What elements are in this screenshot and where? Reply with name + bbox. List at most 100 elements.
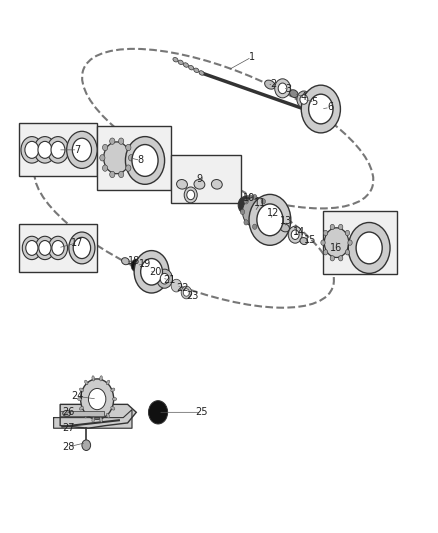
Text: 24: 24 [71,391,84,401]
Ellipse shape [92,417,95,422]
Circle shape [265,209,269,215]
Ellipse shape [194,68,199,72]
Circle shape [300,95,308,104]
Ellipse shape [85,380,88,385]
Circle shape [110,171,115,177]
Circle shape [297,91,311,108]
Text: 6: 6 [327,102,333,112]
Circle shape [330,224,335,230]
Circle shape [51,141,65,158]
Circle shape [69,232,95,264]
Circle shape [73,237,91,259]
Circle shape [181,286,191,299]
Circle shape [345,230,350,236]
FancyBboxPatch shape [323,211,397,274]
Circle shape [88,389,106,410]
Circle shape [38,141,52,158]
Circle shape [21,136,43,163]
Text: 21: 21 [163,274,175,285]
Circle shape [187,190,194,200]
Circle shape [348,240,352,245]
Ellipse shape [92,376,95,381]
Circle shape [238,197,252,214]
Text: 16: 16 [330,243,343,253]
Circle shape [48,236,67,260]
Circle shape [39,240,51,255]
Circle shape [119,171,124,177]
Circle shape [81,379,114,419]
Ellipse shape [106,380,110,385]
Text: 22: 22 [176,282,188,293]
Ellipse shape [78,398,82,401]
Circle shape [119,138,124,144]
Circle shape [291,230,299,239]
Circle shape [253,195,257,200]
Text: 10: 10 [244,192,256,203]
Circle shape [22,236,42,260]
Circle shape [67,131,97,168]
Text: 2: 2 [270,78,276,88]
Ellipse shape [106,413,110,418]
Circle shape [104,142,130,174]
Ellipse shape [265,80,275,89]
Circle shape [26,240,38,255]
Circle shape [126,165,131,171]
FancyBboxPatch shape [60,411,104,416]
Ellipse shape [290,90,298,98]
Text: 27: 27 [63,423,75,433]
Ellipse shape [173,58,178,62]
Circle shape [261,199,265,204]
Polygon shape [60,405,136,428]
Ellipse shape [122,257,129,265]
Circle shape [330,256,335,261]
Text: 12: 12 [267,208,279,219]
Circle shape [323,249,328,255]
FancyBboxPatch shape [19,123,97,176]
Circle shape [100,155,105,161]
Circle shape [131,259,141,272]
Text: 5: 5 [311,97,318,107]
Text: 23: 23 [187,290,199,301]
Circle shape [128,155,134,161]
Ellipse shape [100,376,102,381]
Circle shape [102,165,108,171]
Circle shape [126,144,131,151]
Circle shape [339,256,343,261]
Text: 1: 1 [249,52,255,62]
Circle shape [52,240,64,255]
FancyBboxPatch shape [97,126,171,190]
Circle shape [345,249,350,255]
Ellipse shape [111,388,115,392]
Ellipse shape [184,63,188,67]
Text: 11: 11 [254,198,266,208]
Text: 20: 20 [150,267,162,277]
Text: 14: 14 [293,227,306,237]
Text: 28: 28 [63,442,75,452]
Circle shape [47,136,69,163]
Circle shape [323,230,328,236]
Ellipse shape [280,224,290,232]
Text: 8: 8 [138,156,144,165]
FancyBboxPatch shape [19,224,97,272]
Circle shape [339,224,343,230]
Circle shape [35,236,54,260]
Ellipse shape [79,388,84,392]
Text: 19: 19 [139,259,151,269]
Circle shape [288,226,302,243]
Circle shape [102,144,108,151]
Text: 25: 25 [195,407,208,417]
Circle shape [301,85,340,133]
Text: 13: 13 [280,216,293,227]
Text: 17: 17 [71,238,84,248]
Circle shape [309,94,333,124]
Circle shape [240,209,245,215]
Circle shape [125,136,165,184]
Circle shape [257,204,283,236]
Ellipse shape [113,398,117,401]
Circle shape [278,83,287,94]
Circle shape [110,138,115,144]
Text: 7: 7 [74,145,81,155]
Circle shape [249,195,291,245]
Polygon shape [53,410,132,428]
Text: 26: 26 [63,407,75,417]
